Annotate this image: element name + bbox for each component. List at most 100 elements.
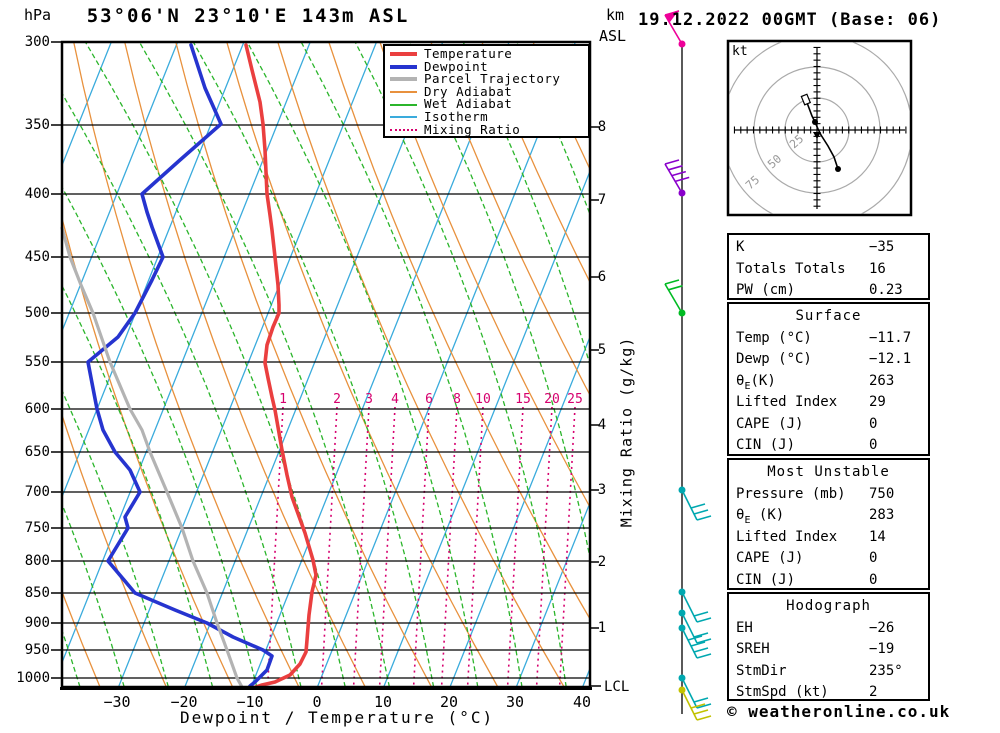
table-row: θE(K) 263 [729, 371, 928, 393]
wind-barb [678, 486, 712, 521]
indices-table-box: Most Unstable Pressure (mb) 750 θE (K) 283 Li… [727, 458, 930, 590]
table-row-label: Pressure (mb) [736, 485, 846, 502]
mixing-ratio-value-label: 25 [567, 392, 583, 407]
km-tick-label: 1 [597, 620, 607, 636]
hodograph-unit-label: kt [732, 44, 748, 59]
legend-item-label: Dry Adiabat [424, 83, 513, 99]
table-row-label: K [736, 239, 745, 255]
wet-adiabat-line [570, 43, 589, 84]
isotherm-line [250, 43, 510, 686]
mixing-ratio-swatch-icon [390, 128, 417, 131]
legend-item: Wet Adiabat [385, 98, 588, 111]
table-row-value: 2 [869, 684, 878, 700]
table-section-header: Most Unstable [767, 464, 890, 480]
table-row-value: 29 [869, 394, 886, 410]
wind-barb [678, 624, 712, 659]
mixing-ratio-value-label: 2 [333, 392, 341, 407]
wet-adiabat-line [193, 43, 435, 686]
temp-tick-label: 0 [312, 693, 322, 711]
table-row-value: 0 [869, 415, 878, 432]
mixing-ratio-axis-title: Mixing Ratio (g/kg) [617, 336, 636, 528]
table-row-label: Dewp (°C) [736, 351, 812, 367]
table-row: CAPE (J) 0 [729, 414, 928, 436]
table-row-label: PW (cm) [736, 282, 796, 298]
table-row-label: CAPE (J) [736, 550, 804, 566]
km-tick-label: 8 [597, 119, 607, 135]
temp-tick-label: 40 [572, 693, 592, 711]
km-tick-label: 3 [597, 482, 607, 498]
wet-adiabat-line [516, 43, 589, 214]
table-row-label: CIN (J) [736, 437, 796, 453]
table-section-header: Hodograph [786, 598, 871, 614]
dry-adiabat-line [73, 43, 300, 686]
asl-unit-label: ASL [599, 27, 627, 45]
table-row-label: CAPE (J) [736, 415, 804, 432]
temp-tick-label: 30 [505, 693, 525, 711]
dry-adiabat-line [328, 43, 589, 619]
hodograph-ring-label: 25 [787, 132, 807, 152]
dewpoint-curve [86, 43, 274, 690]
isotherm-line [317, 43, 576, 686]
table-row-value: 0 [869, 571, 878, 588]
legend-item: Mixing Ratio [385, 121, 588, 137]
table-row-label: Totals Totals [736, 260, 846, 277]
wet-adiabat-line [63, 504, 125, 686]
wind-barb [678, 588, 712, 623]
storm-motion-marker [813, 132, 821, 139]
isotherm-line [184, 43, 444, 686]
mixing-ratio-value-label: 20 [544, 392, 560, 407]
wet-adiabat-line [408, 43, 589, 556]
table-row-value: 0.23 [869, 282, 903, 298]
table-row-value: −26 [869, 619, 895, 636]
table-row: Temp (°C) −11.7 [729, 328, 928, 350]
line-swatch-icon [390, 77, 417, 82]
wind-barb [664, 10, 686, 48]
mixing-ratio-line [440, 406, 458, 686]
dry-adiabat-line [175, 43, 432, 686]
table-row-label: CIN (J) [736, 571, 796, 588]
legend-item-label: Isotherm [424, 109, 489, 125]
dry-adiabat-line [481, 43, 589, 282]
wet-adiabat-line [300, 43, 523, 686]
legend-item-label: Mixing Ratio [424, 121, 521, 137]
copyright-label: © weatheronline.co.uk [727, 702, 951, 721]
wet-adiabat-line [85, 43, 346, 686]
hodograph-trace-dot [835, 166, 841, 172]
isotherm-line [449, 337, 589, 686]
dry-adiabat-line [124, 43, 366, 686]
table-row-label: θE (K) [736, 507, 785, 526]
legend-item-label: Dewpoint [424, 58, 489, 74]
table-row-value: 263 [869, 372, 895, 389]
legend-item-label: Temperature [424, 46, 513, 62]
table-row-value: 0 [869, 437, 878, 453]
chart-legend: Temperature Dewpoint Parcel Trajectory Dry … [383, 44, 590, 138]
page-title: 53°06'N 23°10'E 143m ASL [86, 5, 410, 27]
table-row-label: θE(K) [736, 372, 776, 392]
pressure-tick-label: 650 [24, 444, 50, 460]
km-tick-label: 2 [597, 554, 607, 570]
legend-item: Dewpoint [385, 58, 588, 74]
table-row-label: Lifted Index [736, 528, 838, 545]
mixing-ratio-value-label: 1 [279, 392, 287, 407]
temp-tick-label: 20 [439, 693, 459, 711]
pressure-unit-label: hPa [24, 6, 52, 24]
wind-barb [678, 674, 712, 709]
line-swatch-icon [390, 91, 417, 94]
pressure-tick-label: 900 [24, 615, 50, 631]
isotherm-line [63, 43, 311, 662]
table-row: SREH −19 [729, 639, 928, 661]
indices-table-box: Surface Temp (°C) −11.7 Dewp (°C) −12.1 θE(K)… [727, 302, 930, 456]
dry-adiabat-line [532, 43, 589, 169]
km-unit-label: km [606, 6, 625, 24]
dry-adiabat-line [63, 219, 233, 686]
legend-item-label: Wet Adiabat [424, 96, 513, 112]
temperature-curve [244, 43, 318, 690]
line-swatch-icon [390, 52, 417, 57]
wet-adiabat-line [63, 187, 258, 686]
table-row-label: Lifted Index [736, 394, 838, 410]
parcel-trajectory-curve [60, 226, 244, 689]
table-row-value: −11.7 [869, 329, 912, 346]
pressure-tick-label: 400 [24, 186, 50, 202]
isotherm-line [118, 43, 377, 686]
